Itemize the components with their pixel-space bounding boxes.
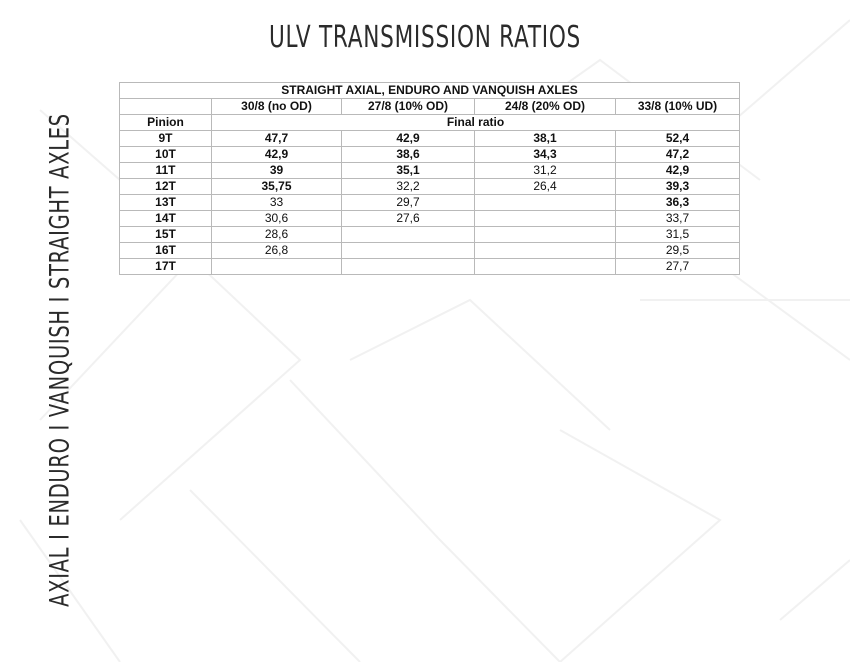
column-header: 24/8 (20% OD) bbox=[474, 98, 616, 115]
column-header-row: 30/8 (no OD) 27/8 (10% OD) 24/8 (20% OD)… bbox=[119, 98, 740, 115]
ratio-cell: 42,9 bbox=[211, 146, 342, 163]
ratio-cell: 39 bbox=[211, 162, 342, 179]
ratio-cell: 36,3 bbox=[615, 194, 740, 211]
ratio-cell: 27,6 bbox=[341, 210, 475, 227]
table-row: 13T 33 29,7 36,3 bbox=[119, 194, 740, 211]
ratios-table: STRAIGHT AXIAL, ENDURO AND VANQUISH AXLE… bbox=[119, 82, 740, 275]
ratio-cell: 28,6 bbox=[211, 226, 342, 243]
ratio-cell: 27,7 bbox=[615, 258, 740, 275]
pinion-cell: 9T bbox=[119, 130, 212, 147]
ratio-cell: 35,1 bbox=[341, 162, 475, 179]
ratio-cell bbox=[474, 242, 616, 259]
table-row: 14T 30,6 27,6 33,7 bbox=[119, 210, 740, 227]
ratio-cell: 29,7 bbox=[341, 194, 475, 211]
column-header: 27/8 (10% OD) bbox=[341, 98, 475, 115]
pinion-cell: 14T bbox=[119, 210, 212, 227]
ratio-cell: 38,6 bbox=[341, 146, 475, 163]
column-header: 30/8 (no OD) bbox=[211, 98, 342, 115]
ratio-cell: 32,2 bbox=[341, 178, 475, 195]
ratio-cell: 38,1 bbox=[474, 130, 616, 147]
header-corner bbox=[119, 98, 212, 115]
final-ratio-label: Final ratio bbox=[211, 114, 740, 131]
table-row: 12T 35,75 32,2 26,4 39,3 bbox=[119, 178, 740, 195]
ratio-cell bbox=[474, 258, 616, 275]
subheader-row: Pinion Final ratio bbox=[119, 114, 740, 131]
ratio-cell bbox=[341, 242, 475, 259]
ratio-cell: 30,6 bbox=[211, 210, 342, 227]
ratio-cell: 26,8 bbox=[211, 242, 342, 259]
table-row: 15T 28,6 31,5 bbox=[119, 226, 740, 243]
side-caption: AXIAL I ENDURO I VANQUISH I STRAIGHT AXL… bbox=[44, 113, 76, 607]
pinion-cell: 17T bbox=[119, 258, 212, 275]
table-row: 11T 39 35,1 31,2 42,9 bbox=[119, 162, 740, 179]
ratio-cell bbox=[341, 258, 475, 275]
table-banner: STRAIGHT AXIAL, ENDURO AND VANQUISH AXLE… bbox=[119, 82, 740, 99]
ratio-cell: 52,4 bbox=[615, 130, 740, 147]
ratio-cell: 26,4 bbox=[474, 178, 616, 195]
ratio-cell: 31,5 bbox=[615, 226, 740, 243]
pinion-cell: 12T bbox=[119, 178, 212, 195]
pinion-label: Pinion bbox=[119, 114, 212, 131]
table-row: 9T 47,7 42,9 38,1 52,4 bbox=[119, 130, 740, 147]
pinion-cell: 10T bbox=[119, 146, 212, 163]
ratio-cell: 33,7 bbox=[615, 210, 740, 227]
ratio-cell: 35,75 bbox=[211, 178, 342, 195]
ratio-cell: 34,3 bbox=[474, 146, 616, 163]
table-row: 17T 27,7 bbox=[119, 258, 740, 275]
pinion-cell: 11T bbox=[119, 162, 212, 179]
ratio-cell: 42,9 bbox=[615, 162, 740, 179]
ratio-cell: 42,9 bbox=[341, 130, 475, 147]
ratio-cell: 47,2 bbox=[615, 146, 740, 163]
pinion-cell: 16T bbox=[119, 242, 212, 259]
pinion-cell: 15T bbox=[119, 226, 212, 243]
ratio-cell bbox=[474, 210, 616, 227]
ratio-cell: 31,2 bbox=[474, 162, 616, 179]
banner-row: STRAIGHT AXIAL, ENDURO AND VANQUISH AXLE… bbox=[119, 82, 740, 99]
ratio-cell bbox=[341, 226, 475, 243]
ratio-cell bbox=[474, 226, 616, 243]
page-title: ULV TRANSMISSION RATIOS bbox=[269, 20, 581, 55]
table-row: 16T 26,8 29,5 bbox=[119, 242, 740, 259]
pinion-cell: 13T bbox=[119, 194, 212, 211]
table-row: 10T 42,9 38,6 34,3 47,2 bbox=[119, 146, 740, 163]
ratio-cell: 47,7 bbox=[211, 130, 342, 147]
column-header: 33/8 (10% UD) bbox=[615, 98, 740, 115]
ratio-cell: 33 bbox=[211, 194, 342, 211]
ratio-cell: 29,5 bbox=[615, 242, 740, 259]
ratio-cell: 39,3 bbox=[615, 178, 740, 195]
ratio-cell bbox=[474, 194, 616, 211]
ratio-cell bbox=[211, 258, 342, 275]
